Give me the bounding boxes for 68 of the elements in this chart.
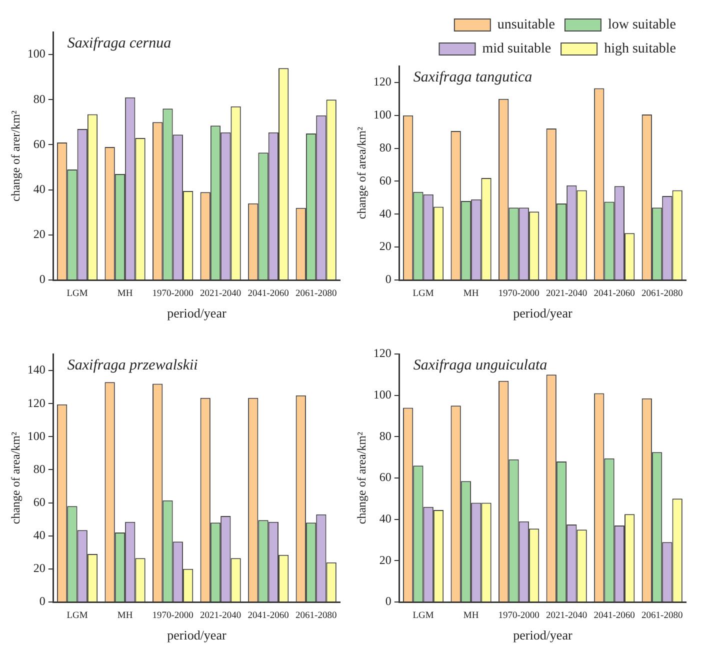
chart-title: Saxifraga tangutica [413,69,532,86]
x-tick-label: 2061-2080 [296,611,337,622]
x-tick-label: 2021-2040 [546,289,588,300]
y-tick-label: 0 [385,594,392,608]
x-tick-label: 1970-2000 [498,611,540,622]
x-tick-label: 2021-2040 [200,289,242,300]
y-tick-label: 80 [379,140,392,154]
y-tick-label: 60 [33,494,46,509]
x-tick-label: LGM [412,289,434,300]
y-tick-label: 140 [27,362,46,377]
y-tick-label: 100 [373,108,392,122]
y-tick-label: 0 [39,594,46,608]
x-tick-label: 1970-2000 [152,611,194,622]
y-axis-title: change of area/km² [354,431,368,524]
x-tick-label: 2041-2060 [594,289,636,300]
y-tick-label: 80 [33,462,46,476]
legend-label: mid suitable [482,42,552,57]
x-tick-label: 2041-2060 [248,289,290,300]
y-tick-label: 100 [27,46,46,61]
chart-title: Saxifraga przewalskii [67,357,198,374]
y-tick-label: 100 [373,387,392,402]
legend-label: low suitable [608,18,676,33]
x-tick-label: MH [117,289,133,300]
x-tick-label: LGM [66,611,88,622]
y-tick-label: 40 [33,528,46,542]
x-tick-label: MH [463,289,479,300]
x-tick-label: 1970-2000 [498,289,540,300]
y-tick-label: 80 [33,92,46,106]
x-tick-label: 2061-2080 [642,289,683,300]
y-tick-label: 60 [33,136,46,151]
x-tick-label: 2041-2060 [248,611,290,622]
y-tick-label: 40 [33,182,46,196]
x-tick-label: 2061-2080 [642,611,683,622]
chart-title: Saxifraga unguiculata [413,357,548,374]
x-tick-label: 1970-2000 [152,289,194,300]
y-tick-label: 100 [27,428,46,443]
x-tick-label: LGM [66,289,88,300]
x-tick-label: LGM [412,611,434,622]
x-tick-label: 2021-2040 [200,611,242,622]
y-tick-label: 60 [379,173,392,188]
y-tick-label: 120 [27,396,46,410]
x-tick-label: MH [117,611,133,622]
x-tick-label: MH [463,611,479,622]
y-tick-label: 40 [379,206,392,220]
chart-title: Saxifraga cernua [67,35,172,52]
y-tick-label: 120 [373,346,392,360]
y-tick-label: 40 [379,511,392,526]
y-tick-label: 20 [379,552,392,567]
x-axis-title: period/year [513,628,573,643]
x-tick-label: 2061-2080 [296,289,337,300]
x-axis-title: period/year [167,306,227,321]
x-tick-label: 2021-2040 [546,611,588,622]
x-tick-label: 2041-2060 [594,611,636,622]
y-tick-label: 0 [39,272,46,286]
y-tick-label: 20 [379,239,392,254]
y-axis-title: change of area/km² [8,431,22,524]
y-tick-label: 20 [33,561,46,576]
y-tick-label: 0 [385,272,392,286]
x-axis-title: period/year [513,306,573,321]
x-axis-title: period/year [167,628,227,643]
y-tick-label: 80 [379,428,392,443]
y-tick-label: 120 [373,74,392,89]
y-axis-title: change of arer/km² [8,110,22,202]
y-tick-label: 20 [33,227,46,242]
legend-label: high suitable [604,42,676,57]
y-tick-label: 60 [379,470,392,484]
legend-label: unsuitable [497,18,555,33]
y-axis-title: change of area/km² [354,126,368,220]
